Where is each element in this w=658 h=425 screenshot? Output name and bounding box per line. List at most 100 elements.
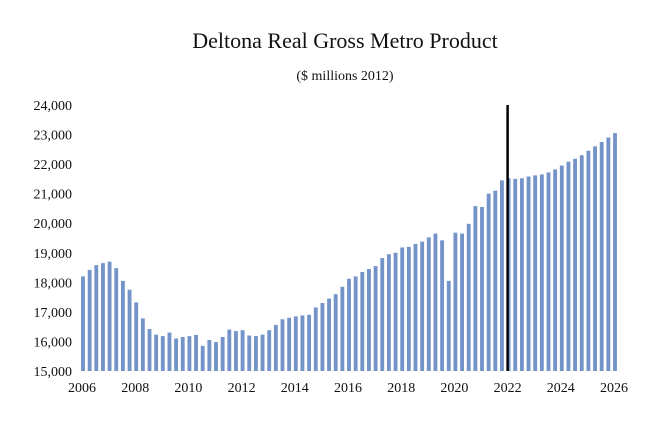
bar-53 [433,233,438,371]
y-tick-label: 20,000 [34,217,73,232]
x-tick-label: 2022 [494,381,522,396]
chart-title: Deltona Real Gross Metro Product [192,28,498,53]
bar-2 [94,265,99,371]
y-tick-label: 24,000 [34,99,73,114]
bar-36 [320,303,325,371]
bar-40 [347,278,351,371]
bar-78 [599,141,604,371]
bar-56 [453,232,458,371]
bar-27 [260,334,265,371]
bar-19 [207,339,212,371]
bar-72 [559,165,564,371]
bar-26 [253,336,258,371]
bar-33 [300,315,305,371]
bar-28 [267,330,272,371]
bar-61 [486,193,491,371]
x-tick-label: 2006 [68,381,96,396]
bar-20 [214,342,218,371]
y-tick-label: 19,000 [34,247,73,262]
bar-75 [579,155,584,371]
bar-58 [466,223,471,371]
y-tick-label: 17,000 [34,306,73,321]
y-axis-ticks: 15,000 16,000 17,000 18,000 19,000 20,000 21,0… [34,99,73,380]
bar-11 [154,334,159,371]
bar-24 [240,330,245,371]
y-tick-label: 23,000 [34,129,73,144]
x-tick-label: 2012 [228,381,256,396]
bar-17 [194,334,198,371]
bar-6 [120,280,125,371]
bar-51 [420,241,425,371]
bar-25 [247,335,252,371]
bar-32 [293,316,298,371]
bar-1 [87,269,92,371]
y-tick-label: 15,000 [34,365,73,380]
bar-7 [127,289,132,371]
bar-50 [413,243,418,371]
bar-38 [333,294,338,371]
bar-14 [174,338,179,371]
bar-41 [353,276,358,371]
bar-44 [373,266,378,371]
bar-63 [500,180,504,371]
bar-65 [513,178,518,371]
bar-21 [220,337,225,371]
bar-54 [440,240,445,371]
x-tick-label: 2018 [387,381,415,396]
bar-29 [273,324,278,371]
bar-76 [586,150,591,371]
bar-8 [134,302,139,371]
x-tick-label: 2020 [440,381,468,396]
bar-60 [480,206,484,371]
bar-49 [406,246,411,371]
x-tick-label: 2024 [547,381,575,396]
bar-47 [393,252,398,371]
bar-66 [519,178,524,371]
bar-5 [114,268,119,371]
bar-18 [200,345,205,371]
bar-9 [140,318,145,371]
bar-62 [493,190,498,371]
y-tick-label: 18,000 [34,276,73,291]
bar-30 [280,319,285,371]
bar-68 [533,175,538,371]
bar-57 [460,233,464,371]
bar-43 [367,269,371,371]
bar-35 [313,307,318,371]
x-tick-label: 2016 [334,381,362,396]
bars-group [81,133,617,371]
bar-71 [553,169,558,371]
bar-23 [234,331,238,371]
bar-69 [539,174,544,371]
bar-16 [187,336,192,371]
bar-55 [446,280,451,371]
bar-74 [573,158,578,371]
bar-52 [426,237,431,371]
y-tick-label: 22,000 [34,158,73,173]
bar-3 [101,263,105,371]
x-tick-label: 2026 [600,381,628,396]
bar-67 [526,176,531,371]
x-tick-label: 2008 [121,381,149,396]
bar-70 [546,172,551,371]
bar-42 [360,271,365,371]
bar-22 [227,329,232,371]
bar-31 [287,317,292,371]
x-axis-ticks: 2006 2008 2010 2012 2014 2016 2018 2020 2022 2024… [68,381,628,396]
bar-0 [81,276,85,371]
bar-10 [147,329,152,371]
bar-73 [566,161,571,371]
bar-13 [167,332,172,371]
bar-77 [593,146,597,371]
bar-48 [400,247,405,371]
bar-39 [340,286,345,371]
bar-34 [307,314,312,371]
x-tick-label: 2010 [174,381,202,396]
y-tick-label: 21,000 [34,188,73,203]
bar-79 [606,137,611,371]
bar-15 [180,337,185,371]
bar-45 [380,258,385,371]
bar-80 [613,133,617,371]
